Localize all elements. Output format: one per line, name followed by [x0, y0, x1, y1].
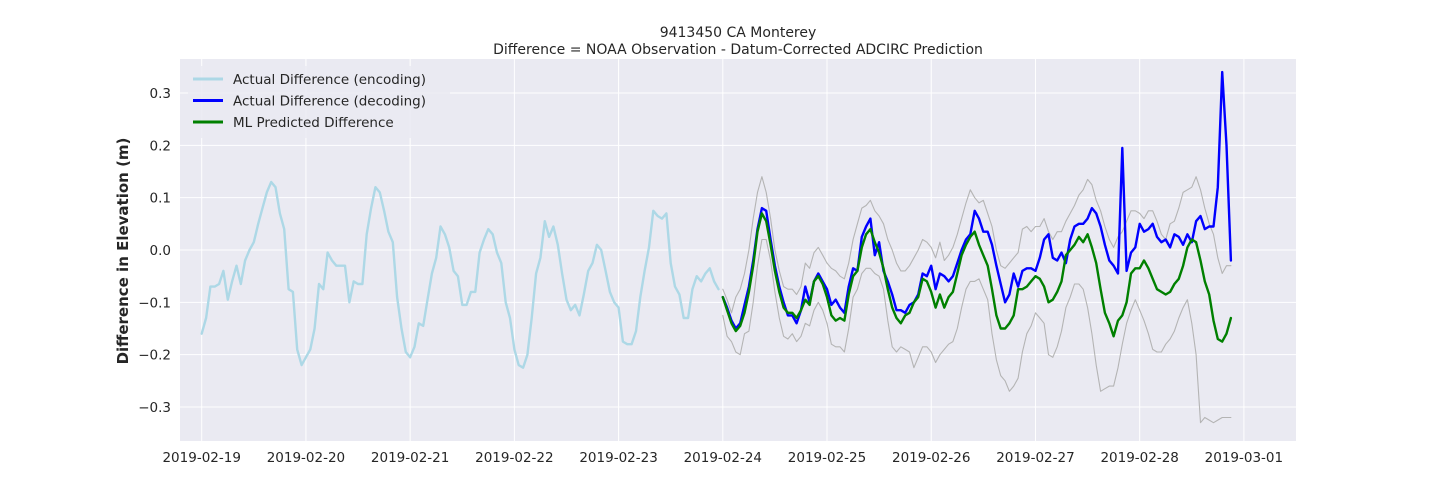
y-tick-label: 0.1	[150, 191, 171, 207]
x-tick-label: 2019-02-26	[892, 450, 970, 466]
y-tick-label: −0.2	[138, 348, 171, 364]
grid-lines	[180, 59, 1296, 441]
series-line-decoding	[721, 70, 1233, 330]
axis-tick-labels: 2019-02-19 2019-02-20 2019-02-21 2019-02-22…	[138, 86, 1283, 466]
x-tick-label: 2019-02-25	[788, 450, 866, 466]
x-tick-label: 2019-02-22	[475, 450, 553, 466]
y-tick-label: 0.0	[150, 243, 171, 259]
legend-label-predicted: ML Predicted Difference	[233, 115, 394, 131]
x-tick-label: 2019-02-20	[267, 450, 345, 466]
legend-label-decoding: Actual Difference (decoding)	[233, 94, 426, 110]
y-axis-label: Difference in Elevation (m)	[114, 138, 132, 365]
y-tick-label: −0.1	[138, 295, 171, 311]
chart-subtitle: Difference = NOAA Observation - Datum-Co…	[493, 42, 983, 58]
legend: Actual Difference (encoding) Actual Diffe…	[188, 66, 450, 138]
x-tick-label: 2019-03-01	[1205, 450, 1283, 466]
series-lines	[200, 70, 1233, 424]
x-tick-label: 2019-02-27	[996, 450, 1074, 466]
legend-label-encoding: Actual Difference (encoding)	[233, 72, 426, 88]
chart-title: 9413450 CA Monterey	[660, 25, 817, 41]
x-tick-label: 2019-02-21	[371, 450, 449, 466]
x-tick-label: 2019-02-23	[579, 450, 657, 466]
x-tick-label: 2019-02-28	[1100, 450, 1178, 466]
series-line-bounds	[722, 176, 1232, 314]
y-tick-label: −0.3	[138, 400, 171, 416]
y-tick-label: 0.2	[150, 138, 171, 154]
x-tick-label: 2019-02-24	[684, 450, 762, 466]
x-tick-label: 2019-02-19	[162, 450, 240, 466]
series-line-predicted	[721, 212, 1233, 343]
series-line-encoding	[200, 180, 720, 369]
legend-box	[188, 66, 450, 138]
y-tick-label: 0.3	[150, 86, 171, 102]
series-line-bounds	[722, 238, 1232, 424]
